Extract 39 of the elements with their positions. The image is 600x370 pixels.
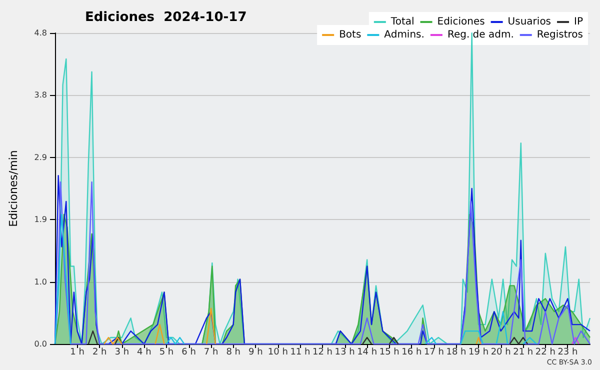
y-tick-label: 1.0 xyxy=(34,277,47,286)
x-tick-label: 4 h xyxy=(137,348,152,358)
legend-label: Registros xyxy=(536,30,584,40)
y-axis-title: Ediciones/min xyxy=(7,150,20,227)
x-tick-label: 10 h xyxy=(268,348,288,358)
x-tick-label: 12 h xyxy=(312,348,333,358)
x-tick-label: 13 h xyxy=(334,348,355,358)
y-tick-label: 3.8 xyxy=(34,90,47,100)
x-tick-label: 15 h xyxy=(379,348,400,358)
x-tick-label: 16 h xyxy=(402,348,422,358)
chart-title: Ediciones 2024-10-17 xyxy=(85,10,247,25)
y-tick-label: 1.9 xyxy=(34,215,47,224)
x-tick-label: 20 h xyxy=(490,348,511,358)
y-tick-label: 2.9 xyxy=(34,152,47,162)
legend-label: Usuarios xyxy=(508,16,552,28)
x-tick-label: 11 h xyxy=(290,348,310,358)
y-tick-label: 0.0 xyxy=(34,340,47,348)
x-tick-label: 22 h xyxy=(535,348,556,358)
x-tick-label: 6 h xyxy=(182,348,196,358)
legend-label: IP xyxy=(574,16,584,28)
x-tick-label: 21 h xyxy=(513,348,534,358)
x-tick-label: 14 h xyxy=(357,348,378,358)
x-tick-label: 7 h xyxy=(204,348,218,358)
legend-label: Total xyxy=(390,16,414,28)
x-tick-label: 2 h xyxy=(92,348,107,358)
x-tick-label: 19 h xyxy=(468,348,489,358)
x-tick-label: 1 h xyxy=(70,348,84,358)
x-tick-label: 5 h xyxy=(159,348,174,358)
x-tick-label: 18 h xyxy=(446,348,466,358)
legend-label: Reg. de adm. xyxy=(447,30,514,40)
legend-label: Bots xyxy=(339,30,362,40)
x-tick-label: 17 h xyxy=(424,348,444,358)
legend-label: Ediciones xyxy=(437,16,485,28)
x-tick-label: 9 h xyxy=(248,348,263,358)
x-tick-label: 8 h xyxy=(226,348,240,358)
x-tick-label: 3 h xyxy=(114,348,130,358)
y-tick-label: 4.8 xyxy=(34,28,47,38)
x-tick-label: 23 h xyxy=(558,348,578,358)
legend-label: Admins. xyxy=(384,30,424,40)
